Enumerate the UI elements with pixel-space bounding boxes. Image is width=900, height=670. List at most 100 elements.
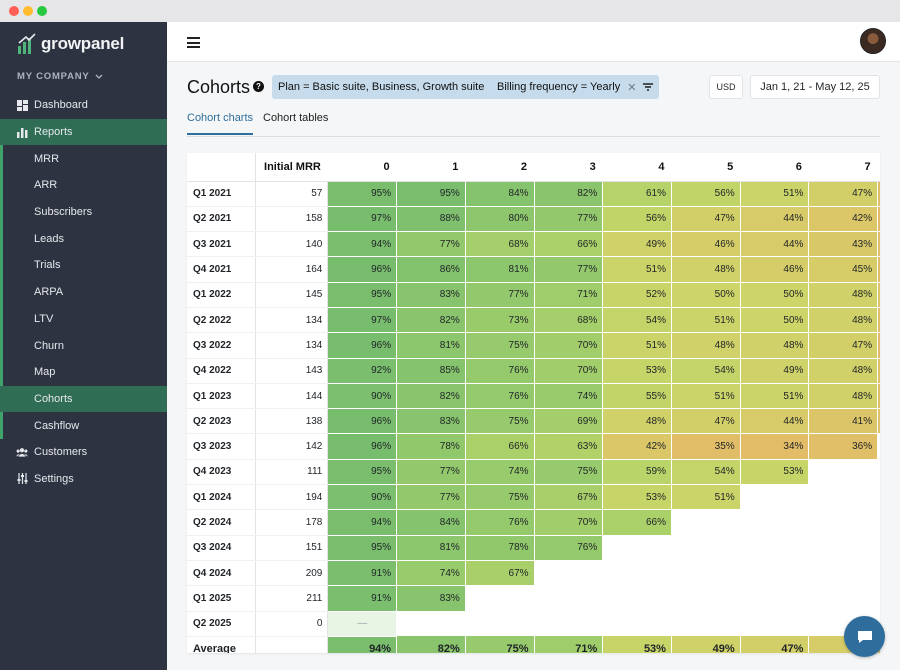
- retention-cell: 48%: [808, 282, 879, 308]
- sidebar-item-reports[interactable]: Reports: [0, 118, 167, 146]
- retention-cell: 83%: [396, 408, 466, 435]
- initial-mrr-cell: 0: [255, 611, 329, 637]
- retention-cell: 63%: [534, 433, 604, 460]
- sidebar-item-cohorts[interactable]: Cohorts: [0, 385, 167, 413]
- sidebar-item-subscribers[interactable]: Subscribers: [0, 199, 167, 226]
- sidebar-item-leads[interactable]: Leads: [0, 225, 167, 252]
- cohort-name: Q2 2022: [187, 307, 257, 334]
- retention-cell: 94%: [327, 509, 398, 536]
- retention-cell: 77%: [534, 256, 604, 283]
- retention-cell: 51%: [740, 383, 810, 410]
- page-title: Cohorts: [187, 77, 251, 97]
- chat-button[interactable]: [844, 616, 885, 657]
- retention-cell: 97%: [327, 307, 398, 334]
- sidebar-item-label: MRR: [34, 152, 60, 165]
- retention-cell: 37%: [877, 383, 880, 410]
- filter-button[interactable]: [636, 75, 659, 99]
- empty-cell: [878, 434, 880, 459]
- user-avatar[interactable]: [860, 28, 886, 54]
- sidebar-item-arpa[interactable]: ARPA: [0, 279, 167, 306]
- chevron-down-icon: [95, 74, 103, 79]
- sidebar-item-map[interactable]: Map: [0, 359, 167, 386]
- tab-cohort-tables[interactable]: Cohort tables: [263, 112, 329, 124]
- retention-cell: 61%: [602, 181, 672, 207]
- date-range-picker[interactable]: Jan 1, 21 - May 12, 25: [750, 75, 880, 99]
- retention-cell: 31%: [877, 332, 880, 359]
- retention-cell: 51%: [740, 181, 810, 207]
- empty-cell: [878, 535, 880, 560]
- tab-cohort-charts[interactable]: Cohort charts: [187, 112, 254, 135]
- retention-cell: 44%: [740, 231, 810, 258]
- close-window-button[interactable]: [9, 6, 19, 16]
- empty-cell: [671, 586, 740, 611]
- remove-filter-icon[interactable]: ✕: [627, 81, 637, 94]
- cohort-name: Q2 2021: [187, 206, 257, 233]
- retention-cell: 96%: [327, 332, 398, 359]
- sidebar-item-trials[interactable]: Trials: [0, 252, 167, 279]
- retention-cell: 77%: [534, 206, 604, 233]
- retention-cell: 95%: [327, 282, 398, 308]
- retention-cell: 40%: [877, 282, 880, 308]
- empty-cell: [534, 586, 603, 611]
- retention-cell: 81%: [396, 332, 466, 359]
- retention-cell: 83%: [396, 585, 466, 612]
- initial-mrr-cell: 138: [255, 408, 329, 435]
- retention-cell: 45%: [808, 256, 879, 283]
- minimize-window-button[interactable]: [23, 6, 33, 16]
- window-titlebar: [0, 0, 900, 22]
- sidebar-item-customers[interactable]: Customers: [0, 439, 167, 466]
- empty-cell: [878, 485, 880, 510]
- retention-cell: 53%: [602, 636, 672, 653]
- retention-cell: 74%: [534, 383, 604, 410]
- top-bar: [167, 22, 900, 62]
- sidebar-item-label: Dashboard: [34, 99, 88, 112]
- retention-cell: 95%: [327, 459, 398, 486]
- cohort-table-container[interactable]: Initial MRR012345678 Q1 20215795%95%84%8…: [187, 153, 880, 653]
- retention-cell: 96%: [327, 433, 398, 460]
- retention-cell: 34%: [877, 256, 880, 283]
- retention-cell: 42%: [602, 433, 672, 460]
- filter-chip-label: Billing frequency = Yearly: [497, 81, 621, 93]
- maximize-window-button[interactable]: [37, 6, 47, 16]
- sidebar-item-dashboard[interactable]: Dashboard: [0, 92, 167, 119]
- sidebar-item-ltv[interactable]: LTV: [0, 306, 167, 333]
- filter-chip-plan[interactable]: Plan = Basic suite, Business, Growth sui…: [272, 75, 507, 99]
- retention-cell: 44%: [740, 206, 810, 233]
- sidebar-item-arr[interactable]: ARR: [0, 172, 167, 199]
- retention-cell: 56%: [671, 181, 741, 207]
- retention-cell: 94%: [327, 231, 398, 258]
- bar-chart-icon: [16, 126, 28, 138]
- retention-cell: 51%: [671, 484, 741, 511]
- retention-cell: 47%: [740, 636, 810, 653]
- sidebar-item-churn[interactable]: Churn: [0, 332, 167, 359]
- retention-cell: 96%: [327, 256, 398, 283]
- retention-cell: 49%: [671, 636, 741, 653]
- filter-chip-billing[interactable]: Billing frequency = Yearly ✕: [491, 75, 643, 99]
- app-logo[interactable]: growpanel: [17, 32, 124, 56]
- company-switcher[interactable]: MY COMPANY: [17, 71, 103, 82]
- retention-cell: 68%: [534, 307, 604, 334]
- empty-cell: [878, 586, 880, 611]
- table-row: Q3 2024 151 95% 81% 78% 76%: [187, 535, 880, 561]
- retention-cell: 97%: [327, 206, 398, 233]
- retention-cell: 46%: [740, 256, 810, 283]
- retention-cell: 52%: [602, 282, 672, 308]
- sidebar-item-settings[interactable]: Settings: [0, 466, 167, 493]
- retention-cell: 75%: [465, 636, 535, 653]
- help-icon[interactable]: ?: [253, 81, 264, 92]
- retention-cell: 44%: [740, 408, 810, 435]
- retention-cell: 66%: [465, 433, 535, 460]
- sidebar-item-cashflow[interactable]: Cashflow: [0, 412, 167, 439]
- retention-cell: 38%: [877, 358, 880, 384]
- cohort-name: Q2 2024: [187, 509, 257, 536]
- column-header-period: 5: [671, 153, 741, 182]
- cohort-name: Q1 2021: [187, 181, 257, 207]
- currency-selector[interactable]: USD: [709, 75, 743, 99]
- menu-icon[interactable]: [187, 37, 200, 48]
- retention-cell: 70%: [534, 358, 604, 384]
- retention-cell: 74%: [396, 560, 466, 587]
- sidebar-item-mrr[interactable]: MRR: [0, 145, 167, 172]
- cohort-name: Q1 2023: [187, 383, 257, 410]
